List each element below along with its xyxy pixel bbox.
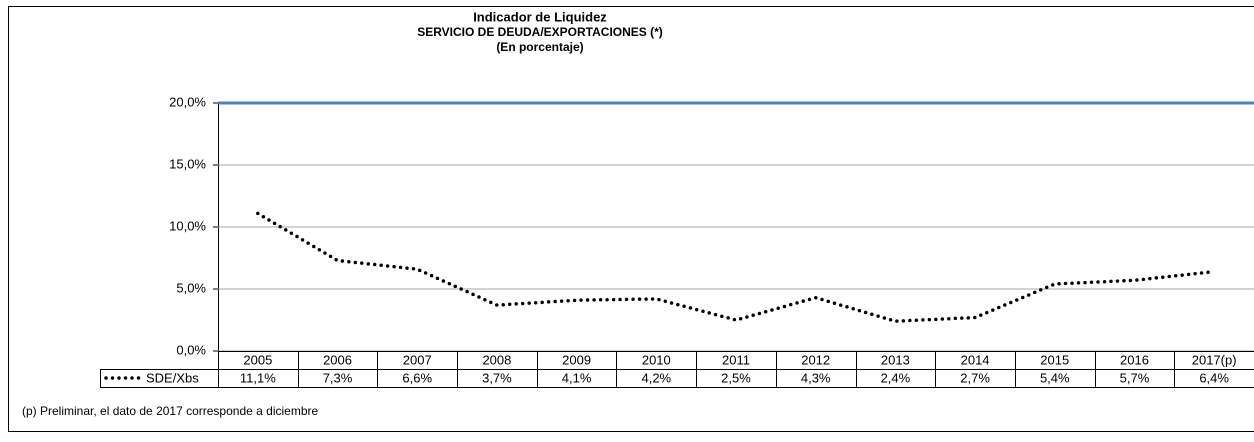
data-label: 7,3% — [323, 370, 353, 385]
data-label: 4,1% — [562, 370, 592, 385]
y-tick-label: 15,0% — [169, 156, 206, 171]
x-tick-label: 2013 — [881, 352, 910, 367]
data-label: 2,7% — [960, 370, 990, 385]
chart-subtitle: SERVICIO DE DEUDA/EXPORTACIONES (*) — [417, 25, 663, 39]
data-label: 2,5% — [721, 370, 751, 385]
x-tick-label: 2012 — [801, 352, 830, 367]
y-tick-label: 10,0% — [169, 218, 206, 233]
data-label: 2,4% — [881, 370, 911, 385]
x-tick-label: 2006 — [323, 352, 352, 367]
data-line — [256, 211, 1216, 323]
legend-label: SDE/Xbs — [146, 370, 199, 385]
x-tick-label: 2015 — [1040, 352, 1069, 367]
data-label: 4,2% — [641, 370, 671, 385]
data-label: 5,4% — [1040, 370, 1070, 385]
chart-title: Indicador de Liquidez — [473, 9, 607, 24]
chart-units: (En porcentaje) — [496, 40, 583, 54]
x-tick-label: 2014 — [961, 352, 990, 367]
x-tick-label: 2017(p) — [1192, 352, 1237, 367]
x-tick-label: 2007 — [403, 352, 432, 367]
x-tick-label: 2016 — [1120, 352, 1149, 367]
x-tick-label: 2011 — [722, 352, 750, 367]
x-tick-label: 2009 — [562, 352, 591, 367]
data-label: 11,1% — [240, 370, 276, 385]
data-label: 4,3% — [801, 370, 831, 385]
footnote: (p) Preliminar, el dato de 2017 correspo… — [22, 404, 318, 418]
data-label: 3,7% — [482, 370, 512, 385]
chart-border — [8, 6, 1254, 432]
data-label: 6,6% — [402, 370, 432, 385]
data-label: 6,4% — [1199, 370, 1229, 385]
x-tick-label: 2010 — [642, 352, 671, 367]
x-tick-label: 2005 — [243, 352, 272, 367]
x-tick-label: 2008 — [482, 352, 511, 367]
y-tick-label: 0,0% — [176, 342, 206, 357]
data-label: 5,7% — [1120, 370, 1150, 385]
y-tick-label: 5,0% — [176, 280, 206, 295]
y-tick-label: 20,0% — [169, 94, 206, 109]
